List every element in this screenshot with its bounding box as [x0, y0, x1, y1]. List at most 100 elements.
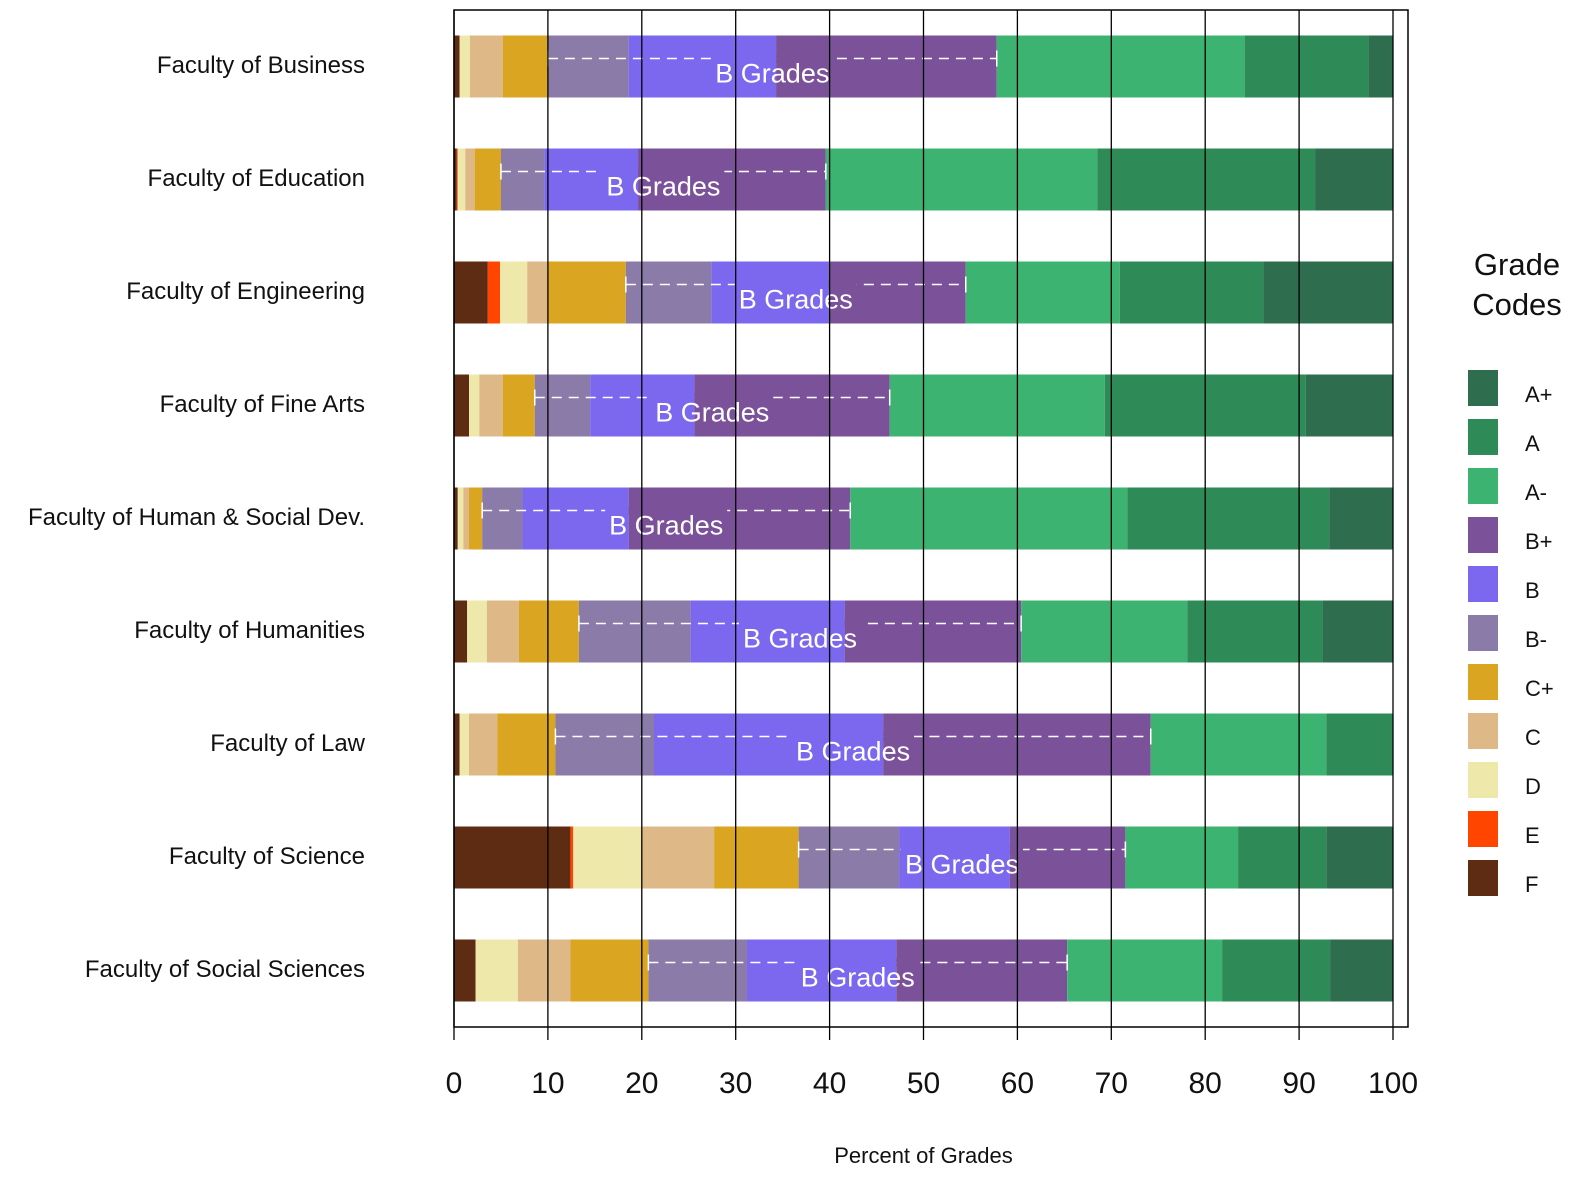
bar-segment: [467, 600, 487, 663]
bar-segment: [469, 35, 503, 98]
x-tick-label: 60: [1001, 1067, 1034, 1100]
bar-segment: [1127, 487, 1330, 550]
category-label: Faculty of Humanities: [134, 617, 365, 644]
category-label: Faculty of Social Sciences: [85, 956, 365, 983]
bar-segment: [547, 261, 626, 324]
bar-segment: [469, 713, 498, 776]
annotation-mask: [738, 619, 845, 628]
annotation-mask: [896, 958, 919, 967]
category-label: Faculty of Business: [157, 52, 365, 79]
bar-segment: [1119, 261, 1264, 324]
x-tick-label: 10: [531, 1067, 564, 1100]
bar-segment: [459, 713, 470, 776]
bar-segment: [1125, 826, 1239, 889]
legend-label: B: [1525, 578, 1540, 603]
bar-segment: [628, 35, 777, 98]
category-label: Faculty of Education: [148, 165, 365, 192]
bar-segment: [638, 148, 826, 211]
annotation-mask: [694, 393, 774, 402]
annotation-mask: [605, 506, 629, 515]
bar-segment: [454, 35, 460, 98]
bar-segment: [527, 261, 548, 324]
legend-swatch: [1468, 615, 1498, 651]
bar-segment: [497, 713, 556, 776]
bar-segment: [454, 600, 468, 663]
bar-segment: [456, 148, 458, 211]
bar-segment: [547, 35, 629, 98]
legend-label: A: [1525, 431, 1540, 456]
legend-label: E: [1525, 823, 1540, 848]
annotation: B Grades: [606, 172, 720, 202]
annotation: B Grades: [715, 59, 829, 89]
bar-segment: [534, 374, 591, 437]
bar-segment: [1305, 374, 1393, 437]
legend-label: C+: [1525, 676, 1554, 701]
bar-segment: [454, 713, 460, 776]
annotation-mask: [828, 280, 857, 289]
legend-label: B+: [1525, 529, 1553, 554]
x-tick-label: 20: [625, 1067, 658, 1100]
x-tick-label: 70: [1095, 1067, 1128, 1100]
bar-segment: [828, 261, 966, 324]
bar-segment: [454, 826, 571, 889]
x-tick-label: 30: [719, 1067, 752, 1100]
bar-segment: [469, 374, 480, 437]
bar-segment: [1329, 487, 1393, 550]
legend-label: F: [1525, 872, 1538, 897]
bar-segment: [454, 487, 458, 550]
bar-segment: [1368, 35, 1393, 98]
bar-segment: [1322, 600, 1393, 663]
bar-segment: [469, 487, 483, 550]
bar-segment: [628, 487, 851, 550]
annotation: B Grades: [796, 737, 910, 767]
x-tick-label: 40: [813, 1067, 846, 1100]
annotation: B Grades: [609, 511, 723, 541]
bar-segment: [746, 939, 897, 1002]
legend-swatch: [1468, 713, 1498, 749]
bar-segment: [1244, 35, 1369, 98]
bar-segment: [517, 939, 571, 1002]
annotation: B Grades: [739, 285, 853, 315]
bar-segment: [570, 826, 574, 889]
bar-segment: [654, 713, 884, 776]
bar-segment: [555, 713, 655, 776]
bar-segment: [454, 374, 470, 437]
annotation-mask: [734, 280, 829, 289]
x-tick-label: 100: [1368, 1067, 1418, 1100]
bar-segment: [1150, 713, 1327, 776]
legend-swatch: [1468, 419, 1498, 455]
bar-segment: [487, 261, 501, 324]
bar-segment: [459, 35, 470, 98]
legend-swatch: [1468, 860, 1498, 896]
panel-border: [453, 9, 1409, 1028]
annotation: B Grades: [801, 963, 915, 993]
category-label: Faculty of Law: [210, 730, 365, 757]
bar-segment: [454, 939, 476, 1002]
bar-segment: [996, 35, 1245, 98]
bar-segment: [1315, 148, 1393, 211]
annotation-mask: [792, 732, 884, 741]
x-tick-label: 80: [1189, 1067, 1222, 1100]
bar-segment: [454, 261, 488, 324]
bar-segment: [522, 487, 629, 550]
annotation-mask: [638, 167, 725, 176]
bar-segment: [965, 261, 1120, 324]
legend-label: C: [1525, 725, 1541, 750]
x-tick-label: 50: [907, 1067, 940, 1100]
bar-segment: [694, 374, 890, 437]
bar-segment: [844, 600, 1022, 663]
annotation-mask: [651, 393, 695, 402]
bar-segment: [1222, 939, 1331, 1002]
legend-swatch: [1468, 762, 1498, 798]
bar-segment: [1326, 826, 1393, 889]
bar-segment: [463, 487, 470, 550]
bar-segment: [641, 826, 715, 889]
bar-segment: [1067, 939, 1223, 1002]
category-label: Faculty of Engineering: [126, 278, 365, 305]
bar-segment: [776, 35, 997, 98]
bar-segment: [1097, 148, 1316, 211]
annotation-mask: [602, 167, 639, 176]
bar-segment: [1330, 939, 1393, 1002]
annotation-mask: [1009, 845, 1024, 854]
